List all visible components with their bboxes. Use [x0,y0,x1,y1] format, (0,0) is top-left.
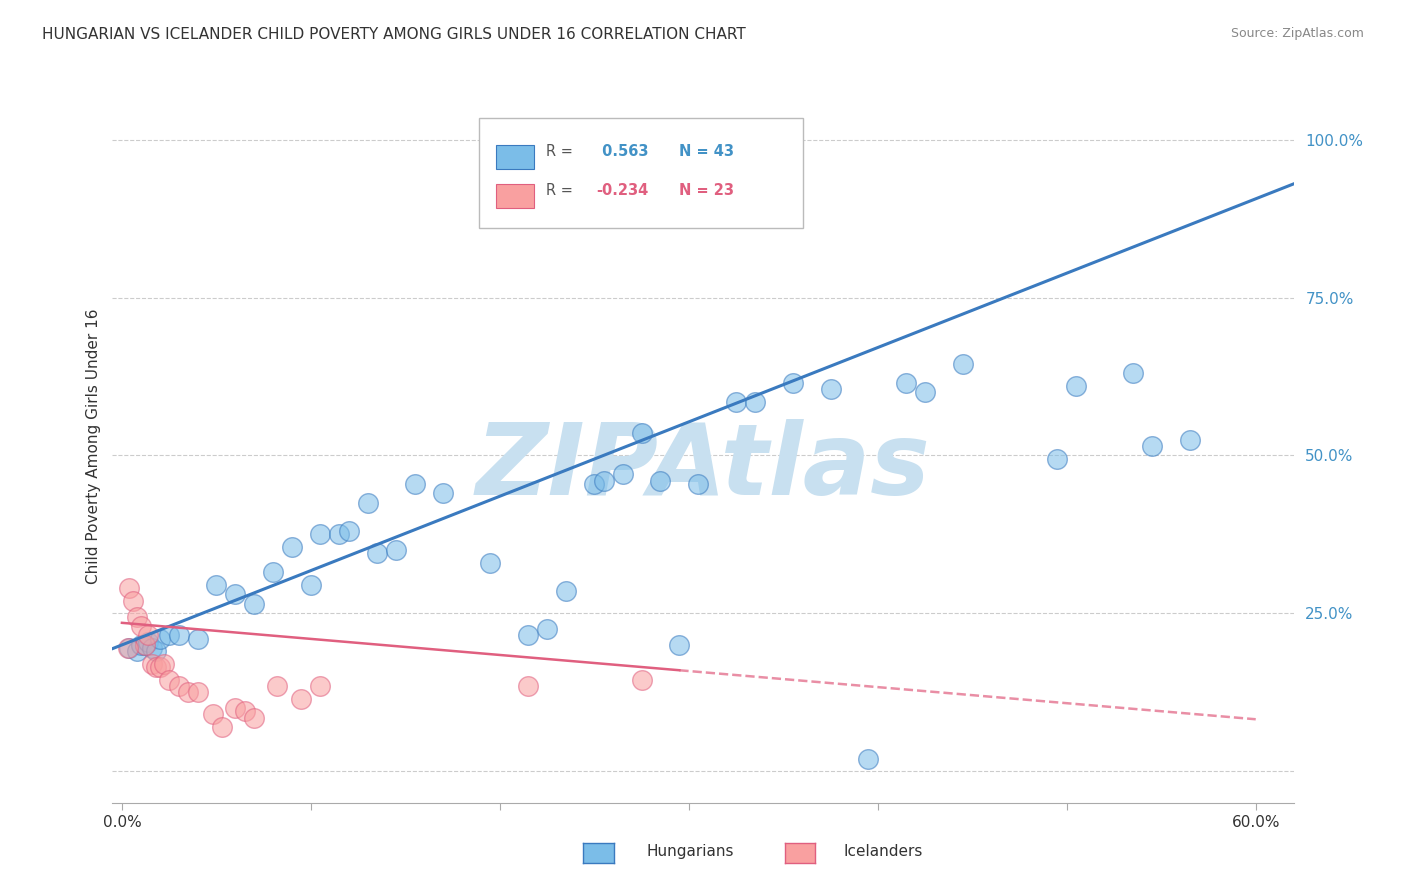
Point [1064,379,1087,393]
Point [118,581,141,595]
Point [134,638,156,652]
Text: Icelanders: Icelanders [844,845,922,859]
Point [1140,439,1163,453]
Point [167,679,190,693]
Point [262,566,284,580]
Point [122,593,145,607]
Point [555,584,578,599]
Point [366,546,388,560]
Point [167,628,190,642]
Y-axis label: Child Poverty Among Girls Under 16: Child Poverty Among Girls Under 16 [86,309,101,583]
Point [177,685,200,699]
Point [129,619,152,633]
Point [952,357,974,371]
Point [211,720,233,734]
Point [592,474,614,488]
Point [517,679,540,693]
Text: R =: R = [546,144,578,159]
Point [125,644,148,658]
Text: N = 43: N = 43 [679,144,734,159]
Point [536,622,558,636]
Point [125,609,148,624]
Point [309,527,332,541]
Text: N = 23: N = 23 [679,183,734,198]
Point [224,701,246,715]
Point [186,632,208,646]
Text: -0.234: -0.234 [596,183,650,198]
Point [688,476,710,491]
Point [479,556,502,570]
Point [612,467,634,482]
Point [129,638,152,652]
Text: Hungarians: Hungarians [647,845,734,859]
FancyBboxPatch shape [496,145,534,169]
Point [725,394,748,409]
Point [224,587,246,601]
Point [309,679,332,693]
Point [782,376,804,390]
Point [630,154,652,169]
Point [744,394,766,409]
Text: 0.563: 0.563 [596,144,648,159]
Point [186,685,208,699]
Point [858,751,880,765]
Text: R =: R = [546,183,578,198]
Point [138,634,160,648]
Text: ZIPAtlas: ZIPAtlas [475,419,931,516]
Point [668,638,690,652]
Point [650,152,672,166]
Point [145,660,167,674]
Point [201,707,224,722]
Point [1178,433,1201,447]
Point [149,660,172,674]
Point [1122,367,1144,381]
Point [290,691,312,706]
Point [356,496,378,510]
Point [233,704,256,718]
Point [630,426,652,441]
Point [914,385,936,400]
Point [1046,451,1069,466]
Point [141,657,163,671]
Point [583,476,606,491]
FancyBboxPatch shape [496,184,534,209]
Point [205,578,228,592]
Point [149,632,172,646]
Point [243,710,266,724]
Point [894,376,917,390]
Point [118,641,141,656]
Point [157,673,180,687]
Point [328,527,350,541]
Point [517,628,540,642]
Point [385,543,408,558]
Text: HUNGARIAN VS ICELANDER CHILD POVERTY AMONG GIRLS UNDER 16 CORRELATION CHART: HUNGARIAN VS ICELANDER CHILD POVERTY AMO… [42,27,747,42]
FancyBboxPatch shape [478,118,803,228]
Point [281,540,304,554]
Point [266,679,288,693]
Point [299,578,322,592]
Point [650,474,672,488]
Point [630,673,652,687]
Point [337,524,360,539]
Point [138,628,160,642]
Point [134,638,156,652]
Point [157,628,180,642]
Point [145,644,167,658]
Point [117,641,139,656]
Text: Source: ZipAtlas.com: Source: ZipAtlas.com [1230,27,1364,40]
Point [141,641,163,656]
Point [404,476,426,491]
Point [432,486,454,500]
Point [152,657,174,671]
Point [820,382,842,396]
Point [243,597,266,611]
